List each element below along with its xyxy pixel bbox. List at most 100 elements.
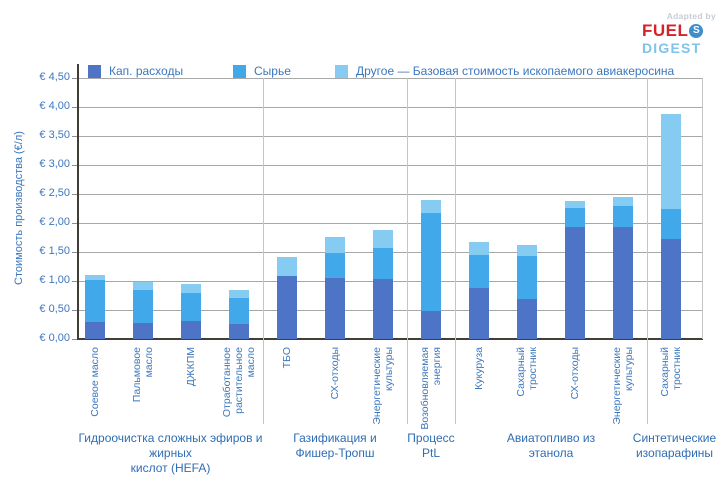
legend-label-feedstock: Сырье [254, 64, 291, 78]
x-tick-label-2: Пальмовое масло [131, 347, 155, 403]
bar-1-feedstock-segment [85, 279, 105, 323]
y-axis-tick [72, 222, 78, 224]
bar-7-other-segment [373, 230, 393, 248]
bar-11-capex-segment [565, 227, 585, 339]
y-axis-line [77, 64, 79, 339]
bar-8-capex-segment [421, 311, 441, 339]
legend-item-feedstock: Сырье [233, 64, 291, 78]
bar-12-feedstock-segment [613, 206, 633, 228]
x-axis-line [77, 338, 703, 340]
legend-swatch-feedstock-icon [233, 64, 246, 78]
logo-adapted-by-text: Adapted by [666, 11, 716, 21]
x-tick-label-5: ТБО [281, 347, 293, 369]
y-tick-label: € 2,00 [39, 216, 70, 228]
bar-11-feedstock-segment [565, 207, 585, 227]
y-tick-label: € 1,00 [39, 274, 70, 286]
x-tick-label-11: СХ-отходы [569, 347, 581, 400]
group-label-2: Газификация и Фишер-Тропш [293, 431, 377, 460]
group-label-4: Авиатопливо из этанола [506, 431, 596, 460]
bar-2-feedstock-segment [133, 290, 153, 323]
bar-7-capex-segment [373, 279, 393, 339]
gridline [78, 77, 702, 79]
bar-13-capex-segment [661, 239, 681, 339]
bar-10-other-segment [517, 245, 537, 256]
logo-fuel-row: FUEL S [642, 22, 716, 40]
x-tick-label-13: Сахарный тростник [659, 347, 683, 397]
bar-1-other-segment [85, 275, 105, 280]
y-axis-tick [72, 193, 78, 195]
group-separator [455, 78, 456, 424]
bar-3-feedstock-segment [181, 293, 201, 321]
bar-12-other-segment [613, 196, 633, 207]
x-tick-label-1: Соевое масло [89, 347, 101, 417]
bar-11-other-segment [565, 201, 585, 208]
bar-5-other-segment [277, 257, 297, 277]
x-tick-label-3: ДЖКПМ [185, 347, 197, 387]
y-axis-tick [72, 338, 78, 340]
x-tick-label-7: Энергетические культуры [371, 347, 395, 425]
bar-9-feedstock-segment [469, 254, 489, 288]
y-tick-label: € 2,50 [39, 187, 70, 199]
x-tick-label-9: Кукуруза [473, 347, 485, 390]
y-tick-label: € 0,00 [39, 332, 70, 344]
x-tick-label-8: Возобновляемая энергия [419, 347, 443, 430]
x-tick-label-12: Энергетические культуры [611, 347, 635, 425]
legend-label-capex: Кап. расходы [109, 64, 184, 78]
group-separator [263, 78, 264, 424]
bar-12-capex-segment [613, 227, 633, 339]
bar-4-other-segment [229, 289, 249, 298]
bar-2-capex-segment [133, 322, 153, 339]
bar-13-feedstock-segment [661, 209, 681, 240]
bar-8-other-segment [421, 199, 441, 213]
y-tick-label: € 0,50 [39, 303, 70, 315]
fuels-digest-logo: Adapted by FUEL S DIGEST [642, 12, 716, 55]
group-separator [647, 78, 648, 424]
y-tick-label: € 4,50 [39, 71, 70, 83]
y-axis-tick [72, 135, 78, 137]
x-tick-label-10: Сахарный тростник [515, 347, 539, 397]
bar-6-feedstock-segment [325, 253, 345, 279]
logo-s-swirl-icon: S [689, 23, 704, 38]
y-axis-tick [72, 106, 78, 108]
y-axis-tick [72, 77, 78, 79]
group-label-3: Процесс PtL [407, 431, 455, 460]
bar-8-feedstock-segment [421, 212, 441, 312]
x-tick-label-6: СХ-отходы [329, 347, 341, 400]
legend-swatch-other-icon [335, 64, 348, 78]
y-tick-label: € 3,50 [39, 129, 70, 141]
bar-7-feedstock-segment [373, 247, 393, 280]
logo-digest-text: DIGEST [642, 39, 702, 56]
bar-9-other-segment [469, 242, 489, 255]
y-tick-label: € 1,50 [39, 245, 70, 257]
legend-item-other: Другое — Базовая стоимость ископаемого а… [335, 64, 674, 78]
group-label-5: Синтетические изопарафины [632, 431, 717, 460]
y-axis-tick [72, 251, 78, 253]
gridline [78, 222, 702, 224]
y-axis-tick [72, 164, 78, 166]
plot-right-border [702, 78, 703, 339]
logo-fuel-text: FUEL [642, 20, 689, 40]
bar-6-other-segment [325, 236, 345, 254]
legend-item-capex: Кап. расходы [88, 64, 183, 78]
y-axis-tick [72, 280, 78, 282]
bar-1-capex-segment [85, 322, 105, 339]
legend-label-other: Другое — Базовая стоимость ископаемого а… [356, 64, 675, 78]
legend-swatch-capex-icon [88, 64, 101, 78]
bar-6-capex-segment [325, 278, 345, 339]
gridline [78, 135, 702, 137]
x-tick-label-4: Отработанное растительное масло [221, 347, 257, 418]
bar-4-capex-segment [229, 323, 249, 339]
group-separator [407, 78, 408, 424]
y-axis-tick [72, 309, 78, 311]
bar-10-feedstock-segment [517, 256, 537, 299]
bar-5-capex-segment [277, 276, 297, 339]
gridline [78, 164, 702, 166]
bar-13-other-segment [661, 114, 681, 210]
bar-3-capex-segment [181, 321, 201, 339]
gridline [78, 106, 702, 108]
gridline [78, 193, 702, 195]
y-tick-label: € 3,00 [39, 158, 70, 170]
y-tick-label: € 4,00 [39, 100, 70, 112]
bar-10-capex-segment [517, 299, 537, 339]
